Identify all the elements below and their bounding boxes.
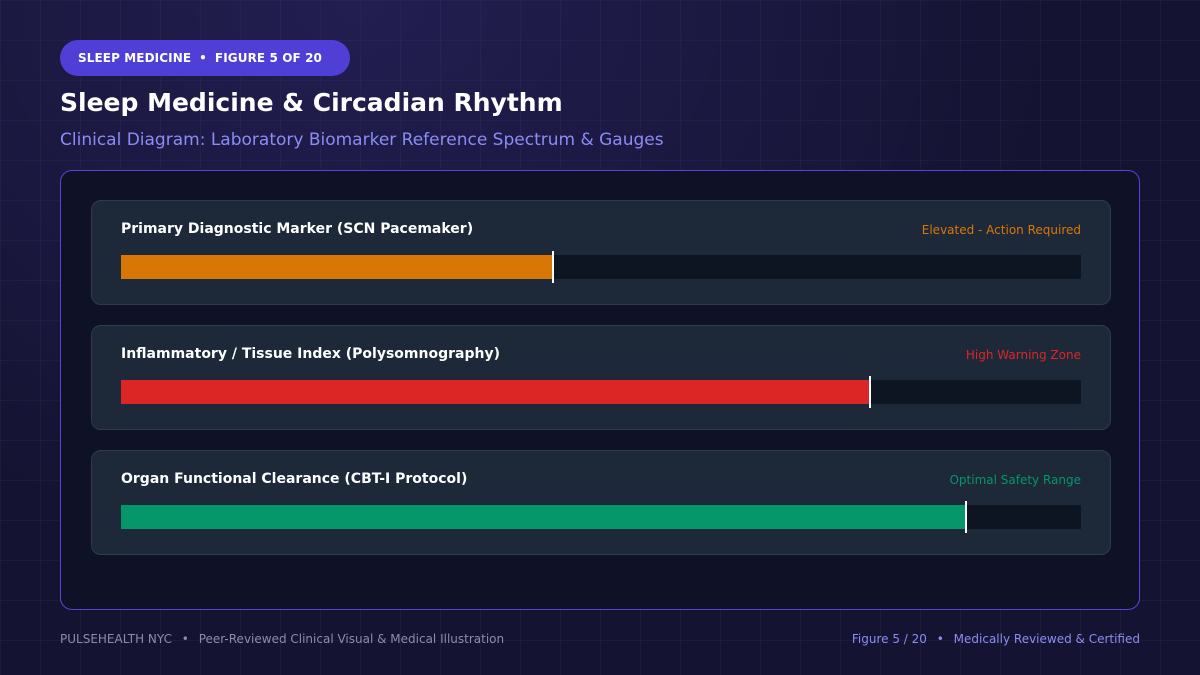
footer-figure-info: Figure 5 / 20 • Medically Reviewed & Cer… <box>852 632 1140 646</box>
badge-figure: FIGURE 5 OF 20 <box>214 51 322 65</box>
badge-category: SLEEP MEDICINE <box>78 51 192 65</box>
footer-separator: • <box>936 632 944 646</box>
gauge-marker <box>552 251 554 283</box>
page-subtitle: Clinical Diagram: Laboratory Biomarker R… <box>60 130 664 150</box>
gauge-card-primary-marker: Primary Diagnostic Marker (SCN Pacemaker… <box>91 200 1111 305</box>
gauge-label: Primary Diagnostic Marker (SCN Pacemaker… <box>121 221 474 237</box>
gauge-status: Optimal Safety Range <box>949 473 1081 487</box>
badge-separator: • <box>199 51 207 65</box>
footer-figure: Figure 5 / 20 <box>851 632 927 646</box>
category-badge: SLEEP MEDICINE • FIGURE 5 OF 20 <box>60 40 350 76</box>
gauge-card-inflammatory-index: Inflammatory / Tissue Index (Polysomnogr… <box>91 325 1111 430</box>
footer-brand: PULSEHEALTH NYC <box>60 632 172 646</box>
gauge-label: Organ Functional Clearance (CBT-I Protoc… <box>121 471 468 487</box>
footer-certification: Medically Reviewed & Certified <box>953 632 1140 646</box>
footer-credit: PULSEHEALTH NYC • Peer-Reviewed Clinical… <box>60 632 504 646</box>
gauge-panel: Primary Diagnostic Marker (SCN Pacemaker… <box>60 170 1140 610</box>
gauge-track <box>121 501 1081 533</box>
gauge-track <box>121 251 1081 283</box>
gauge-status: High Warning Zone <box>965 348 1081 362</box>
gauge-card-organ-clearance: Organ Functional Clearance (CBT-I Protoc… <box>91 450 1111 555</box>
gauge-fill <box>121 505 966 529</box>
gauge-label: Inflammatory / Tissue Index (Polysomnogr… <box>121 346 500 362</box>
footer-tagline: Peer-Reviewed Clinical Visual & Medical … <box>198 632 505 646</box>
footer-separator: • <box>181 632 189 646</box>
gauge-marker <box>868 376 871 408</box>
gauge-marker <box>964 501 967 533</box>
gauge-fill <box>121 255 553 279</box>
gauge-status: Elevated - Action Required <box>921 223 1081 237</box>
gauge-track <box>121 376 1081 408</box>
gauge-fill <box>121 380 870 404</box>
page-title: Sleep Medicine & Circadian Rhythm <box>60 88 563 117</box>
